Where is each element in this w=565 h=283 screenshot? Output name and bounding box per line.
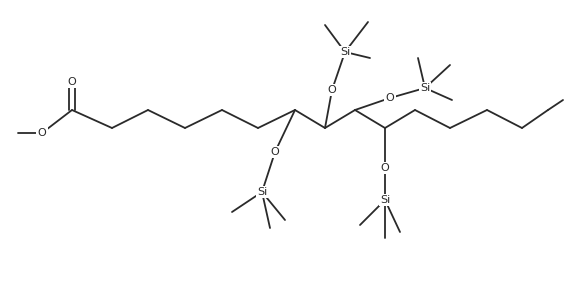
Text: O: O	[38, 128, 46, 138]
Text: O: O	[328, 85, 336, 95]
Text: Si: Si	[257, 187, 267, 197]
Text: Si: Si	[420, 83, 430, 93]
Text: Si: Si	[380, 195, 390, 205]
Text: O: O	[68, 77, 76, 87]
Text: O: O	[271, 147, 279, 157]
Text: O: O	[381, 163, 389, 173]
Text: Si: Si	[340, 47, 350, 57]
Text: O: O	[386, 93, 394, 103]
